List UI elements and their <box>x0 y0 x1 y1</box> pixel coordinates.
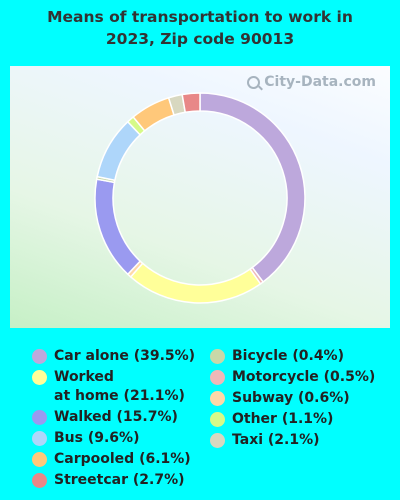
legend-item: Walked (15.7%) <box>32 408 212 427</box>
legend-item: Bicycle (0.4%) <box>210 347 390 366</box>
legend-item: Carpooled (6.1%) <box>32 450 212 469</box>
legend-item: Taxi (2.1%) <box>210 431 390 450</box>
donut-slice-10 <box>181 92 201 114</box>
donut-slice-0 <box>199 92 306 283</box>
legend-swatch <box>210 412 225 427</box>
legend-label: Streetcar (2.7%) <box>54 472 185 488</box>
legend-label: Motorcycle (0.5%) <box>232 369 376 385</box>
legend-label: Subway (0.6%) <box>232 390 350 406</box>
legend-label: Other (1.1%) <box>232 411 334 427</box>
legend-swatch <box>32 431 47 446</box>
legend-swatch <box>210 349 225 364</box>
legend-swatch <box>210 433 225 448</box>
legend-swatch <box>32 452 47 467</box>
legend-item: Car alone (39.5%) <box>32 347 212 366</box>
legend-label: Taxi (2.1%) <box>232 432 320 448</box>
legend-item: Other (1.1%) <box>210 410 390 429</box>
donut-chart <box>94 92 306 304</box>
magnifier-icon <box>247 75 261 89</box>
chart-title: Means of transportation to work in 2023,… <box>47 8 353 48</box>
legend-label: Carpooled (6.1%) <box>54 451 191 467</box>
legend: Car alone (39.5%) Worked at home (21.1%) W… <box>32 347 392 497</box>
legend-label: Bus (9.6%) <box>54 430 140 446</box>
legend-label: Worked at home (21.1%) <box>54 369 185 404</box>
legend-column-left: Car alone (39.5%) Worked at home (21.1%) W… <box>32 347 212 492</box>
legend-label: Car alone (39.5%) <box>54 348 196 364</box>
donut-slice-6 <box>96 120 142 182</box>
legend-swatch <box>32 370 47 385</box>
donut-slice-2 <box>129 262 262 304</box>
legend-item: Motorcycle (0.5%) <box>210 368 390 387</box>
legend-swatch <box>32 473 47 488</box>
legend-swatch <box>32 410 47 425</box>
legend-label: Walked (15.7%) <box>54 409 178 425</box>
legend-item: Subway (0.6%) <box>210 389 390 408</box>
legend-swatch <box>32 349 47 364</box>
legend-label: Bicycle (0.4%) <box>232 348 344 364</box>
watermark-text: City-Data.com <box>264 74 376 90</box>
legend-item: Bus (9.6%) <box>32 429 212 448</box>
legend-column-right: Bicycle (0.4%) Motorcycle (0.5%) Subway (0… <box>210 347 390 452</box>
plot-area: City-Data.com <box>10 66 390 328</box>
legend-swatch <box>210 391 225 406</box>
legend-item: Worked at home (21.1%) <box>32 368 212 406</box>
watermark: City-Data.com <box>247 74 376 90</box>
legend-swatch <box>210 370 225 385</box>
legend-item: Streetcar (2.7%) <box>32 471 212 490</box>
donut-slice-4 <box>94 178 142 276</box>
